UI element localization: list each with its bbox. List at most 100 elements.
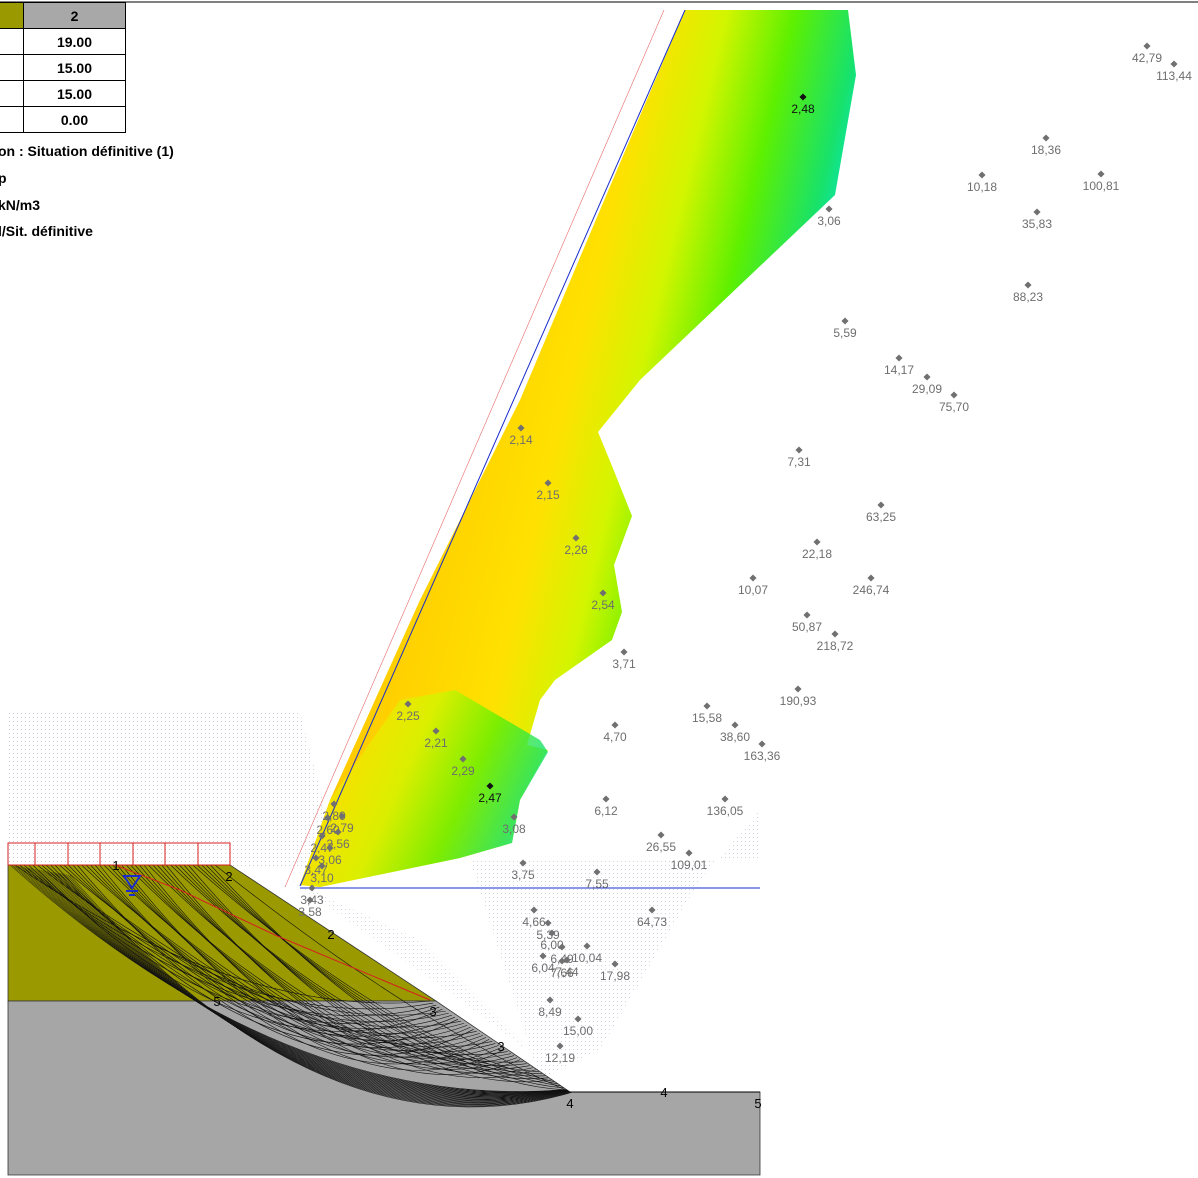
factor-label: 5,39	[536, 928, 560, 942]
slip-circle	[61, 873, 578, 1105]
factor-label: 163,36	[744, 749, 781, 763]
layer-number-label: 4	[660, 1085, 667, 1100]
slip-circle	[201, 865, 561, 1087]
layer-number-label: 3	[497, 1039, 504, 1054]
factor-marker	[312, 854, 320, 862]
factor-marker	[895, 354, 903, 362]
slip-circle	[44, 870, 572, 1100]
factor-marker	[530, 906, 538, 914]
slip-circle	[121, 865, 505, 1071]
factor-label: 63,25	[866, 510, 896, 524]
factor-label: 113,44	[1156, 69, 1192, 83]
band-guide-line	[284, 9, 665, 888]
factor-marker	[731, 721, 739, 729]
factor-label: 3,10	[310, 871, 334, 885]
factor-marker	[1170, 60, 1178, 68]
factor-label: 2,21	[424, 736, 448, 750]
factor-marker	[685, 849, 693, 857]
factor-label: 10,07	[738, 583, 768, 597]
slip-circle	[192, 865, 555, 1083]
factor-label: 10,04	[572, 951, 602, 965]
factor-label: 5,59	[833, 326, 857, 340]
factor-label: 2,25	[396, 709, 420, 723]
factor-marker	[583, 942, 591, 950]
surface-load-frame	[7, 842, 231, 866]
factor-label: 190,93	[780, 694, 817, 708]
factor-marker	[758, 740, 766, 748]
layer-number-labels: 1 2 2 5 3 3 4 4 5	[112, 858, 761, 1111]
factor-label: 35,83	[1022, 217, 1052, 231]
factor-label: 4,66	[522, 915, 546, 929]
factor-label: 64,73	[637, 915, 667, 929]
water-level-icon	[122, 875, 142, 896]
factor-label: 6,12	[594, 804, 618, 818]
table-cell: 0.00	[23, 106, 126, 133]
slip-circle	[57, 872, 576, 1104]
factor-marker	[324, 814, 332, 822]
factor-marker	[544, 479, 552, 487]
safety-factor-labels-lower: 4,6664,735,396,006,4910,046,047,447,6617…	[522, 906, 667, 1065]
slip-circle	[40, 869, 571, 1099]
slip-circle	[51, 871, 574, 1102]
slip-circle	[183, 865, 549, 1079]
factor-band-lower	[300, 690, 548, 887]
factor-label: 14,17	[884, 363, 914, 377]
factor-marker	[510, 813, 518, 821]
slip-circle	[130, 865, 511, 1060]
slip-circle	[205, 865, 564, 1089]
factor-marker	[1097, 170, 1105, 178]
factor-marker	[318, 832, 326, 840]
slip-circle	[63, 873, 578, 1106]
slip-circle	[30, 868, 567, 1096]
slip-circle	[152, 865, 527, 1066]
factor-marker	[326, 844, 334, 852]
factor-label: 136,05	[707, 804, 744, 818]
factor-marker	[1024, 281, 1032, 289]
layer-number-label: 5	[754, 1096, 761, 1111]
slip-circle	[59, 873, 577, 1104]
factor-marker	[950, 391, 958, 399]
table-cell: 19.00	[23, 28, 126, 55]
factor-marker	[803, 611, 811, 619]
factor-label: 75,70	[939, 400, 969, 414]
table-cell: 15.00	[23, 80, 126, 107]
slip-circle	[55, 872, 576, 1103]
factor-label: 7,55	[585, 877, 609, 891]
factor-label: 3,06	[817, 214, 841, 228]
info-situation: on : Situation définitive (1)	[0, 143, 174, 159]
factor-marker	[841, 317, 849, 325]
slip-circle	[67, 874, 580, 1107]
factor-label: 38,60	[720, 730, 750, 744]
info-param: p	[0, 170, 7, 186]
slip-circle	[188, 865, 552, 1083]
factor-label: 18,36	[1031, 143, 1061, 157]
table-header-row: 2	[0, 2, 126, 29]
slip-circle	[47, 871, 573, 1101]
factor-label: 7,44	[555, 965, 579, 979]
factor-marker	[330, 800, 338, 808]
slip-circle	[76, 865, 474, 1056]
info-unit: kN/m3	[0, 197, 41, 213]
slip-circle	[32, 868, 568, 1097]
layer-number-label: 5	[213, 994, 220, 1009]
slip-circle	[42, 870, 572, 1099]
factor-marker	[825, 205, 833, 213]
factor-label: 15,00	[563, 1024, 593, 1038]
slip-circle	[18, 866, 563, 1094]
factor-marker	[563, 956, 571, 964]
slip-circle	[69, 874, 581, 1108]
factor-marker	[599, 589, 607, 597]
slip-circle	[103, 865, 493, 1048]
factor-label: 42,79	[1132, 51, 1162, 65]
layer-number-label: 2	[225, 869, 232, 884]
factor-label: 100,81	[1083, 179, 1120, 193]
slip-circle	[34, 868, 569, 1097]
factor-marker	[611, 960, 619, 968]
table-header-cell: 2	[23, 2, 126, 29]
soil-color-swatch	[0, 2, 24, 29]
factor-label: 17,98	[600, 969, 630, 983]
factor-marker	[544, 919, 552, 927]
factor-label: 2,14	[509, 433, 533, 447]
factor-marker	[486, 782, 494, 790]
